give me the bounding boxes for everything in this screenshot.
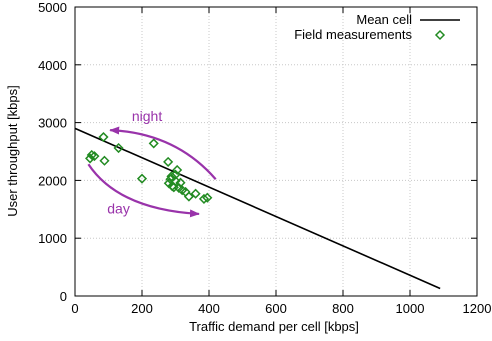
annotation-label-day: day <box>107 200 130 216</box>
x-axis-label: Traffic demand per cell [kbps] <box>189 319 359 334</box>
x-tick-label: 0 <box>71 301 78 316</box>
data-point <box>190 188 201 199</box>
annotation-arrow-day <box>87 163 200 218</box>
y-tick-label: 5000 <box>38 0 67 15</box>
y-tick-label: 0 <box>60 289 67 304</box>
x-tick-label: 1000 <box>396 301 425 316</box>
series-line-mean-cell <box>74 127 441 290</box>
data-point <box>136 173 148 184</box>
legend-label: Mean cell <box>356 12 412 27</box>
x-tick-label: 200 <box>131 301 153 316</box>
y-tick-label: 4000 <box>38 58 67 73</box>
data-point <box>99 155 110 166</box>
data-point <box>86 149 97 161</box>
plot-area <box>74 127 441 290</box>
data-point <box>198 193 210 204</box>
x-tick-label: 600 <box>265 301 287 316</box>
data-point <box>148 138 159 149</box>
grid <box>75 7 477 296</box>
data-point <box>113 142 124 154</box>
x-tick-label: 800 <box>332 301 354 316</box>
y-axis-label: User throughput [kbps] <box>5 85 20 217</box>
data-point <box>170 175 181 187</box>
annotation-label-night: night <box>132 108 162 124</box>
annotation-arrow-night <box>109 126 217 180</box>
annotations: night day <box>87 108 217 218</box>
y-tick-label: 3000 <box>38 116 67 131</box>
x-tick-label: 400 <box>198 301 220 316</box>
data-point <box>172 164 183 176</box>
data-point <box>163 156 174 167</box>
axis-labels: Traffic demand per cell [kbps] User thro… <box>5 85 359 334</box>
y-tick-label: 2000 <box>38 173 67 188</box>
data-point <box>98 131 109 143</box>
data-point <box>89 151 100 162</box>
data-point <box>183 191 194 202</box>
data-point <box>175 177 186 188</box>
x-tick-label: 1200 <box>463 301 492 316</box>
y-tick-label: 1000 <box>38 231 67 246</box>
data-point <box>202 192 213 203</box>
legend-label: Field measurements <box>294 27 412 42</box>
axes: 0 200 400 600 800 1000 1200 0 1000 2000 3000 4000 50… <box>38 0 491 316</box>
legend-swatch-diamond <box>434 29 446 41</box>
